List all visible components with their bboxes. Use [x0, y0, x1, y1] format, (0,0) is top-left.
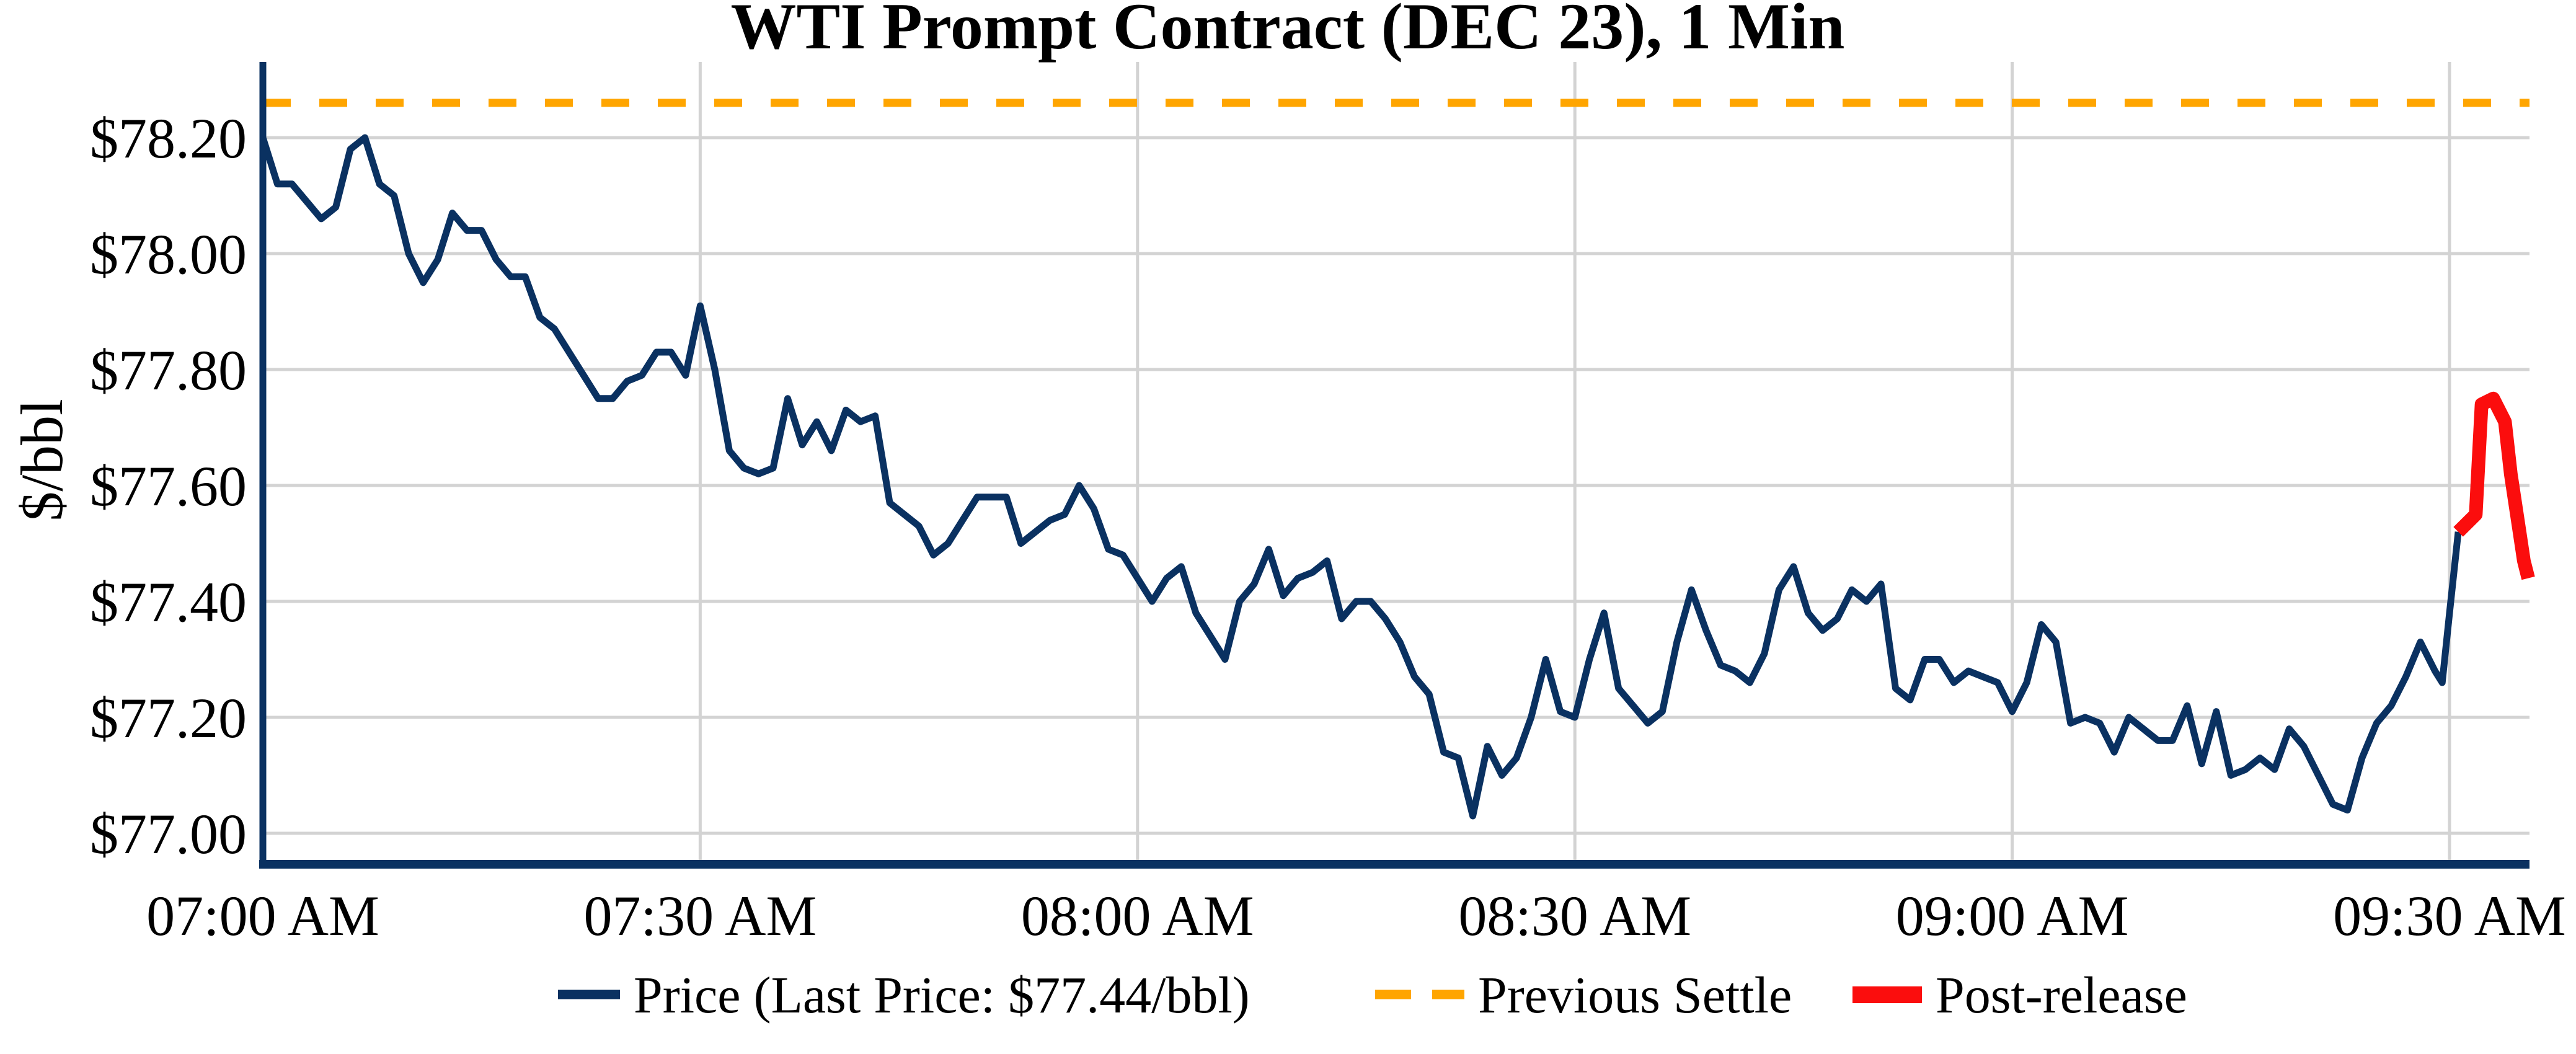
x-axis-tick-labels: 07:00 AM 07:30 AM 08:00 AM 08:30 AM 09:00 AM…	[146, 884, 2566, 947]
x-tick-label: 07:30 AM	[584, 884, 817, 947]
axes-spines	[259, 62, 2530, 869]
price-line	[259, 134, 2462, 820]
post-release-swatch	[1852, 986, 1922, 1003]
y-axis-label: $/bbl	[9, 399, 75, 521]
x-tick-label: 09:30 AM	[2333, 884, 2566, 947]
y-tick-label: $77.60	[90, 454, 247, 518]
x-tick-label: 09:00 AM	[1896, 884, 2129, 947]
y-tick-label: $77.20	[90, 686, 247, 750]
legend-settle-label: Previous Settle	[1478, 967, 1792, 1024]
x-tick-label: 08:00 AM	[1021, 884, 1254, 947]
legend-post-label: Post-release	[1936, 967, 2187, 1024]
legend-price-label: Price (Last Price: $77.44/bbl)	[634, 967, 1250, 1024]
gridlines	[263, 62, 2530, 864]
y-tick-label: $78.00	[90, 223, 247, 286]
x-tick-label: 08:30 AM	[1458, 884, 1691, 947]
price-path	[259, 134, 2462, 820]
y-tick-label: $77.00	[90, 802, 247, 866]
y-tick-label: $78.20	[90, 107, 247, 170]
legend: Price (Last Price: $77.44/bbl) Previous …	[558, 967, 2187, 1024]
post-release-path	[2453, 391, 2535, 580]
x-tick-label: 07:00 AM	[146, 884, 379, 947]
y-tick-label: $77.80	[90, 339, 247, 402]
post-release-line	[2453, 391, 2535, 580]
y-axis-tick-labels: $78.20 $78.00 $77.80 $77.60 $77.40 $77.20 $77.…	[90, 107, 247, 866]
chart-title: WTI Prompt Contract (DEC 23), 1 Min	[731, 0, 1845, 63]
y-tick-label: $77.40	[90, 570, 247, 634]
